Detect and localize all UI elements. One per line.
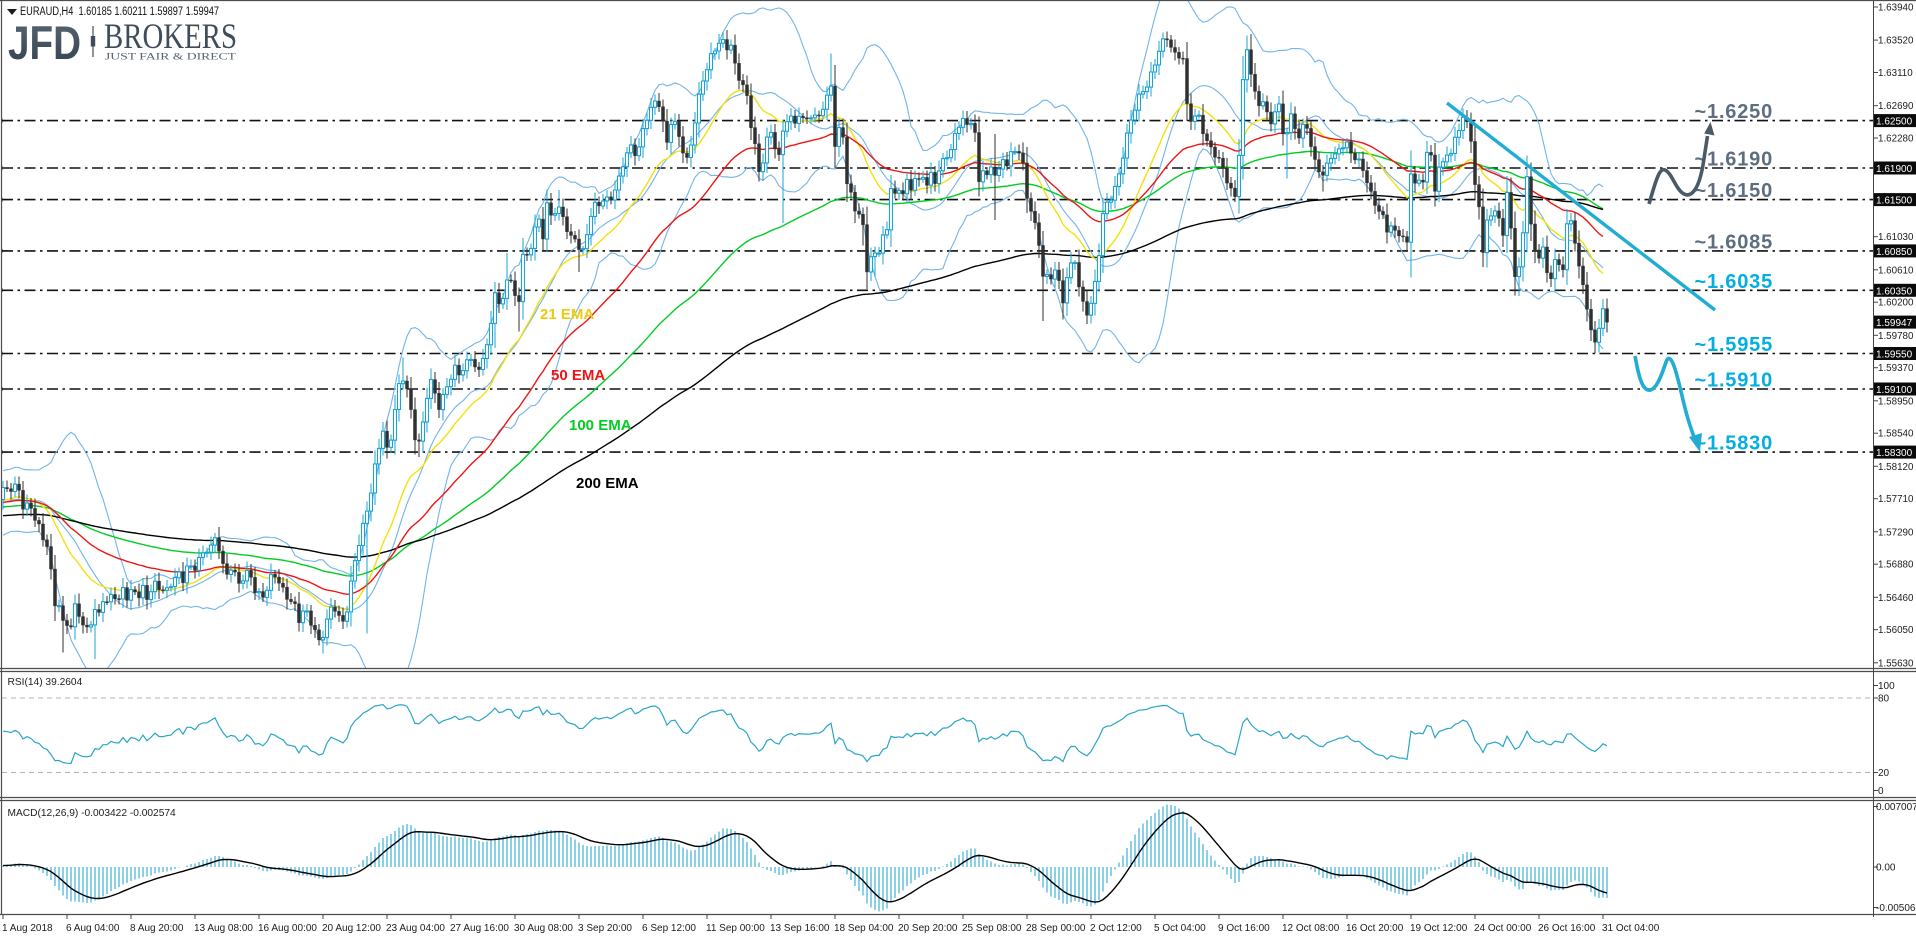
svg-text:0: 0 [1878,786,1884,797]
svg-text:1.58120: 1.58120 [1878,462,1914,473]
svg-text:1.61030: 1.61030 [1878,232,1914,243]
svg-text:100: 100 [1878,681,1895,692]
svg-text:1.57710: 1.57710 [1878,494,1914,505]
svg-text:1.59370: 1.59370 [1878,363,1914,374]
svg-text:EURAUD,H4 1.60185 1.60211 1.5: EURAUD,H4 1.60185 1.60211 1.59897 1.5994… [20,6,219,18]
svg-text:31 Oct 04:00: 31 Oct 04:00 [1602,923,1660,934]
svg-text:~1.5955: ~1.5955 [1695,334,1773,356]
svg-text:JUST FAIR & DIRECT: JUST FAIR & DIRECT [105,53,236,63]
svg-text:1.63520: 1.63520 [1878,36,1914,47]
svg-text:~1.6035: ~1.6035 [1695,271,1773,293]
svg-text:1.55630: 1.55630 [1878,658,1914,669]
svg-text:1.57290: 1.57290 [1878,527,1914,538]
svg-text:-0.005068: -0.005068 [1876,903,1916,914]
svg-text:1.61500: 1.61500 [1876,196,1913,207]
svg-text:BROKERS: BROKERS [104,16,237,56]
svg-text:18 Sep 04:00: 18 Sep 04:00 [834,923,894,934]
svg-text:8 Aug 20:00: 8 Aug 20:00 [130,923,184,934]
svg-text:1.58950: 1.58950 [1878,396,1914,407]
svg-text:1.59947: 1.59947 [1876,318,1913,329]
svg-text:20 Sep 20:00: 20 Sep 20:00 [898,923,958,934]
svg-text:1.59100: 1.59100 [1876,385,1913,396]
svg-text:23 Aug 04:00: 23 Aug 04:00 [386,923,445,934]
svg-text:1.56880: 1.56880 [1878,560,1914,571]
svg-text:1.56460: 1.56460 [1878,593,1914,604]
svg-text:6 Sep 12:00: 6 Sep 12:00 [642,923,696,934]
svg-text:9 Oct 16:00: 9 Oct 16:00 [1218,923,1270,934]
svg-text:26 Oct 16:00: 26 Oct 16:00 [1538,923,1596,934]
svg-text:24 Oct 00:00: 24 Oct 00:00 [1474,923,1532,934]
svg-text:6 Aug 04:00: 6 Aug 04:00 [66,923,120,934]
svg-text:16 Oct 20:00: 16 Oct 20:00 [1346,923,1404,934]
svg-text:1.56050: 1.56050 [1878,625,1914,636]
svg-text:30 Aug 08:00: 30 Aug 08:00 [514,923,573,934]
svg-text:2 Oct 12:00: 2 Oct 12:00 [1090,923,1142,934]
svg-text:~1.6190: ~1.6190 [1695,149,1773,171]
svg-text:16 Aug 00:00: 16 Aug 00:00 [258,923,317,934]
svg-text:0.007007: 0.007007 [1876,802,1916,813]
svg-text:19 Oct 12:00: 19 Oct 12:00 [1410,923,1468,934]
svg-text:28 Sep 00:00: 28 Sep 00:00 [1026,923,1086,934]
svg-text:1.62280: 1.62280 [1878,134,1914,145]
svg-text:13 Sep 16:00: 13 Sep 16:00 [770,923,830,934]
svg-text:1.63110: 1.63110 [1878,68,1913,79]
svg-text:~1.6085: ~1.6085 [1695,231,1773,253]
svg-text:1.62500: 1.62500 [1876,117,1913,128]
svg-text:~1.5830: ~1.5830 [1695,433,1773,455]
svg-text:1.58540: 1.58540 [1878,429,1914,440]
svg-text:1.60610: 1.60610 [1878,265,1914,276]
svg-text:RSI(14) 39.2604: RSI(14) 39.2604 [8,677,83,688]
svg-text:200 EMA: 200 EMA [576,475,639,492]
svg-text:21 EMA: 21 EMA [540,306,594,323]
svg-text:1.58300: 1.58300 [1876,448,1913,459]
svg-text:25 Sep 08:00: 25 Sep 08:00 [962,923,1022,934]
svg-text:13 Aug 08:00: 13 Aug 08:00 [194,923,253,934]
svg-text:1.63940: 1.63940 [1878,3,1914,14]
svg-text:12 Oct 08:00: 12 Oct 08:00 [1282,923,1340,934]
svg-text:80: 80 [1878,694,1890,705]
svg-text:1.60850: 1.60850 [1876,247,1913,258]
svg-text:100 EMA: 100 EMA [569,417,632,434]
svg-text:50 EMA: 50 EMA [551,367,605,384]
svg-text:1.60350: 1.60350 [1876,286,1913,297]
svg-text:1.59550: 1.59550 [1876,350,1913,361]
svg-text:20: 20 [1878,768,1890,779]
svg-text:1.60200: 1.60200 [1878,298,1914,309]
svg-text:5 Oct 04:00: 5 Oct 04:00 [1154,923,1206,934]
svg-text:0.00: 0.00 [1876,863,1896,874]
svg-text:JFD: JFD [8,16,81,69]
svg-text:MACD(12,26,9) -0.003422 -0.002: MACD(12,26,9) -0.003422 -0.002574 [8,808,177,819]
svg-text:~1.5910: ~1.5910 [1695,370,1773,392]
svg-text:1.59780: 1.59780 [1878,331,1914,342]
svg-text:1 Aug 2018: 1 Aug 2018 [2,923,53,934]
svg-text:1.61900: 1.61900 [1876,164,1913,175]
svg-text:1.62690: 1.62690 [1878,101,1914,112]
svg-text:27 Aug 16:00: 27 Aug 16:00 [450,923,509,934]
svg-text:~1.6150: ~1.6150 [1695,180,1773,202]
svg-text:20 Aug 12:00: 20 Aug 12:00 [322,923,381,934]
svg-text:~1.6250: ~1.6250 [1695,101,1773,123]
svg-text:11 Sep 00:00: 11 Sep 00:00 [706,923,765,934]
svg-text:3 Sep 20:00: 3 Sep 20:00 [578,923,632,934]
